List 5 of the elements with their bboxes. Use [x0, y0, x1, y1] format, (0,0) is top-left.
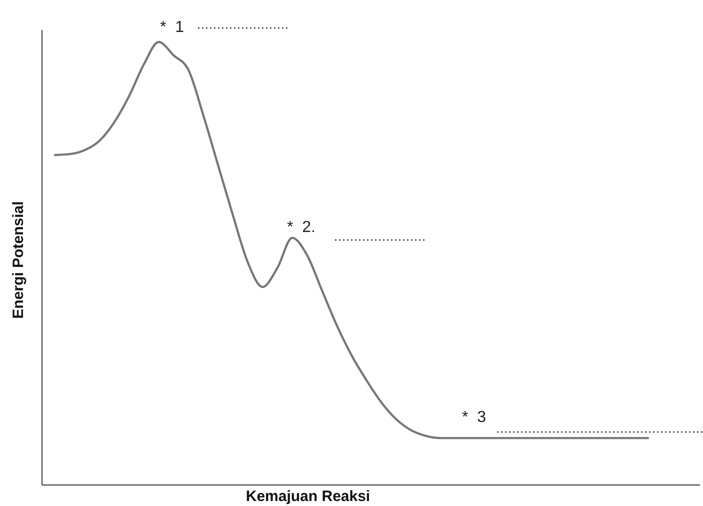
y-axis-title: Energi Potensial: [10, 201, 27, 319]
text: * 1: [160, 19, 184, 36]
annotation: * 2.: [287, 219, 316, 236]
x-axis-title: Kemajuan Reaksi: [246, 488, 370, 505]
annotation: * 3: [462, 409, 486, 426]
